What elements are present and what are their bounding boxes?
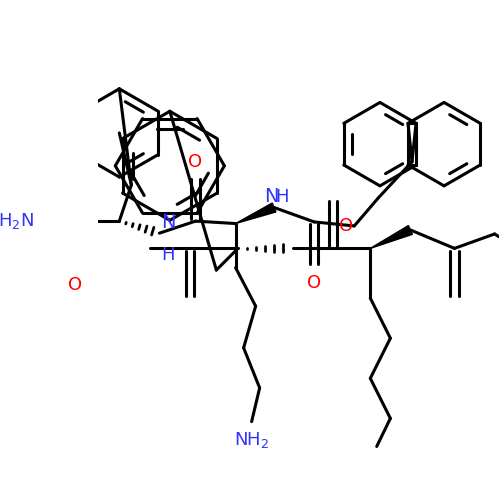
Text: O: O bbox=[188, 152, 202, 170]
Polygon shape bbox=[370, 226, 412, 248]
Text: O: O bbox=[338, 217, 352, 235]
Text: O: O bbox=[68, 276, 82, 293]
Text: N: N bbox=[264, 187, 279, 206]
Text: O: O bbox=[307, 274, 321, 292]
Text: H: H bbox=[161, 246, 174, 264]
Text: H$_2$N: H$_2$N bbox=[0, 211, 34, 231]
Text: NH$_2$: NH$_2$ bbox=[234, 430, 270, 450]
Polygon shape bbox=[236, 203, 276, 224]
Text: H: H bbox=[276, 188, 289, 206]
Text: N: N bbox=[161, 212, 176, 232]
